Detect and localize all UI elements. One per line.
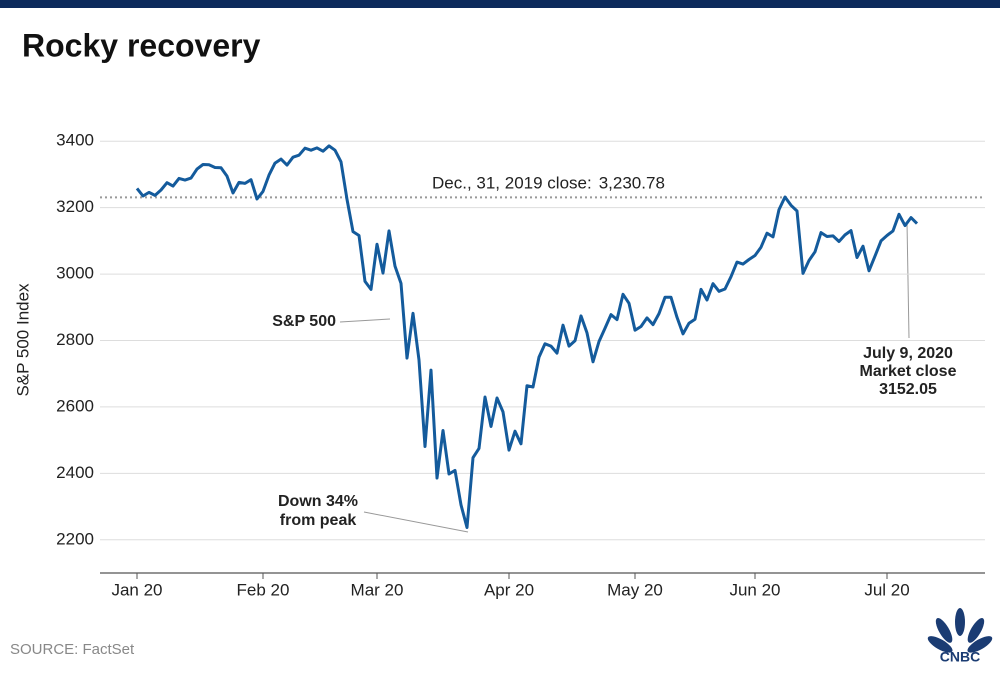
annotation: July 9, 2020 [863,345,953,362]
reference-label: Dec., 31, 2019 close: 3,230.78 [432,174,665,193]
logo: CNBC [927,608,993,665]
x-tick-label: Feb 20 [237,580,290,599]
x-tick-label: May 20 [607,580,663,599]
y-tick-label: 3200 [56,197,94,216]
line [135,144,919,529]
y-tick-label: 2800 [56,330,94,349]
reference-label-value: 3,230.78 [599,174,665,193]
y-tick-label: 3400 [56,131,94,150]
x-tick-label: Jun 20 [729,580,780,599]
top-bar [0,0,1000,8]
chart-title: Rocky recovery [22,27,261,63]
annotation: 3152.05 [879,381,937,398]
y-axis-label: S&P 500 Index [13,283,32,397]
annotation: Market close [860,363,957,380]
x-tick-label: Apr 20 [484,580,534,599]
y-tick-label: 2400 [56,463,94,482]
y-tick-label: 3000 [56,264,94,283]
x-tick-label: Jan 20 [111,580,162,599]
x-tick-label: Jul 20 [864,580,909,599]
source: SOURCE: FactSet [10,641,135,658]
leader [906,221,910,339]
leader [339,318,391,323]
reference-label-text: Dec., 31, 2019 close: [432,174,592,193]
annotation: from peak [280,512,357,529]
annotation: Down 34% [278,493,358,510]
logo-text: CNBC [940,649,980,665]
x-tick-label: Mar 20 [351,580,404,599]
leader [363,511,469,533]
y-tick-label: 2200 [56,529,94,548]
y-tick-label: 2600 [56,396,94,415]
series-label: S&P 500 [272,313,336,330]
